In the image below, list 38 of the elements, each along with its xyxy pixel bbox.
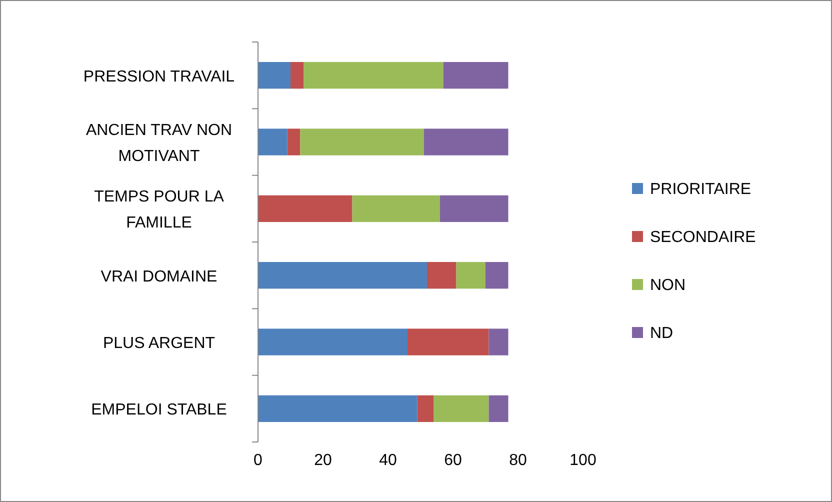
y-tick-label: ANCIEN TRAV NON MOTIVANT <box>86 122 232 165</box>
legend-label: SECONDAIRE <box>650 229 756 246</box>
bar <box>287 128 300 156</box>
bar <box>258 195 352 222</box>
bar <box>486 262 508 289</box>
legend-label: NON <box>650 277 686 294</box>
bar <box>488 395 508 422</box>
x-tick-label: 0 <box>254 452 263 469</box>
bar <box>427 262 456 289</box>
bar <box>434 395 489 422</box>
bar <box>440 195 508 222</box>
x-tick-label: 60 <box>444 452 462 469</box>
bar <box>304 62 444 89</box>
bar <box>443 62 508 89</box>
y-tick-label: PRESSION TRAVAIL <box>83 68 235 86</box>
y-tick-label: PLUS ARGENT <box>102 335 216 352</box>
legend-label: ND <box>650 325 674 342</box>
bar <box>258 262 427 289</box>
bar <box>258 62 290 89</box>
legend-label: PRIORITAIRE <box>650 181 752 198</box>
bar <box>258 328 408 356</box>
bar <box>408 328 489 356</box>
y-tick-label: TEMPS POUR LA FAMILLE <box>94 188 224 232</box>
bar <box>290 62 304 89</box>
x-tick-label: 80 <box>509 452 527 469</box>
bar <box>424 128 508 156</box>
bar <box>258 128 288 156</box>
y-tick-label: VRAI DOMAINE <box>100 268 218 286</box>
y-tick-label: EMPELOI STABLE <box>91 402 227 419</box>
bar <box>456 262 486 289</box>
bar <box>352 195 440 222</box>
bar <box>300 128 424 156</box>
bar <box>258 395 418 422</box>
x-tick-label: 100 <box>570 452 596 469</box>
x-tick-label: 20 <box>314 452 332 469</box>
x-tick-label: 40 <box>379 452 397 469</box>
bar <box>417 395 434 422</box>
bar <box>488 328 508 356</box>
